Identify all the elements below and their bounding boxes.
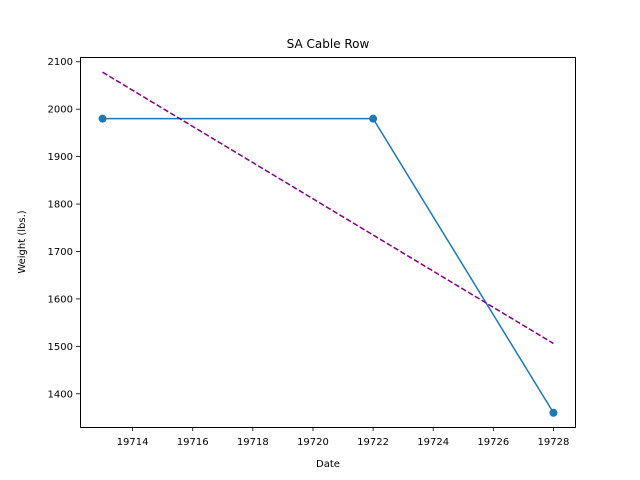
plot-content	[98, 71, 558, 417]
y-tick-label: 1500	[48, 342, 73, 353]
y-tick-label: 2100	[48, 57, 73, 68]
y-tick-label: 1600	[48, 294, 73, 305]
y-axis-ticks: 1400 1500 1600 1700 1800 1900 2000 2100	[48, 57, 80, 400]
data-point	[98, 114, 107, 123]
y-tick-label: 1900	[48, 152, 73, 163]
y-tick-label: 1700	[48, 247, 73, 258]
x-tick-label: 19716	[177, 437, 209, 448]
y-tick-label: 1400	[48, 389, 73, 400]
x-tick-label: 19720	[297, 437, 329, 448]
x-tick-label: 19718	[237, 437, 269, 448]
x-tick-label: 19722	[357, 437, 389, 448]
series-line	[102, 117, 555, 414]
x-tick-label: 19714	[117, 437, 149, 448]
y-tick-label: 2000	[48, 105, 73, 116]
plot-frame	[80, 57, 576, 428]
y-tick-label: 1800	[48, 200, 73, 211]
x-axis-label: Date	[316, 459, 340, 470]
trend-line	[102, 71, 554, 345]
x-tick-label: 19728	[538, 437, 570, 448]
y-axis-label: Weight (lbs.)	[17, 210, 28, 273]
data-point	[369, 114, 378, 123]
x-tick-label: 19724	[417, 437, 449, 448]
x-tick-label: 19726	[477, 437, 509, 448]
chart-title: SA Cable Row	[287, 37, 370, 51]
data-point	[549, 408, 558, 417]
x-axis-ticks: 19714 19716 19718 19720 19722 19724 19726 19728	[117, 427, 570, 448]
